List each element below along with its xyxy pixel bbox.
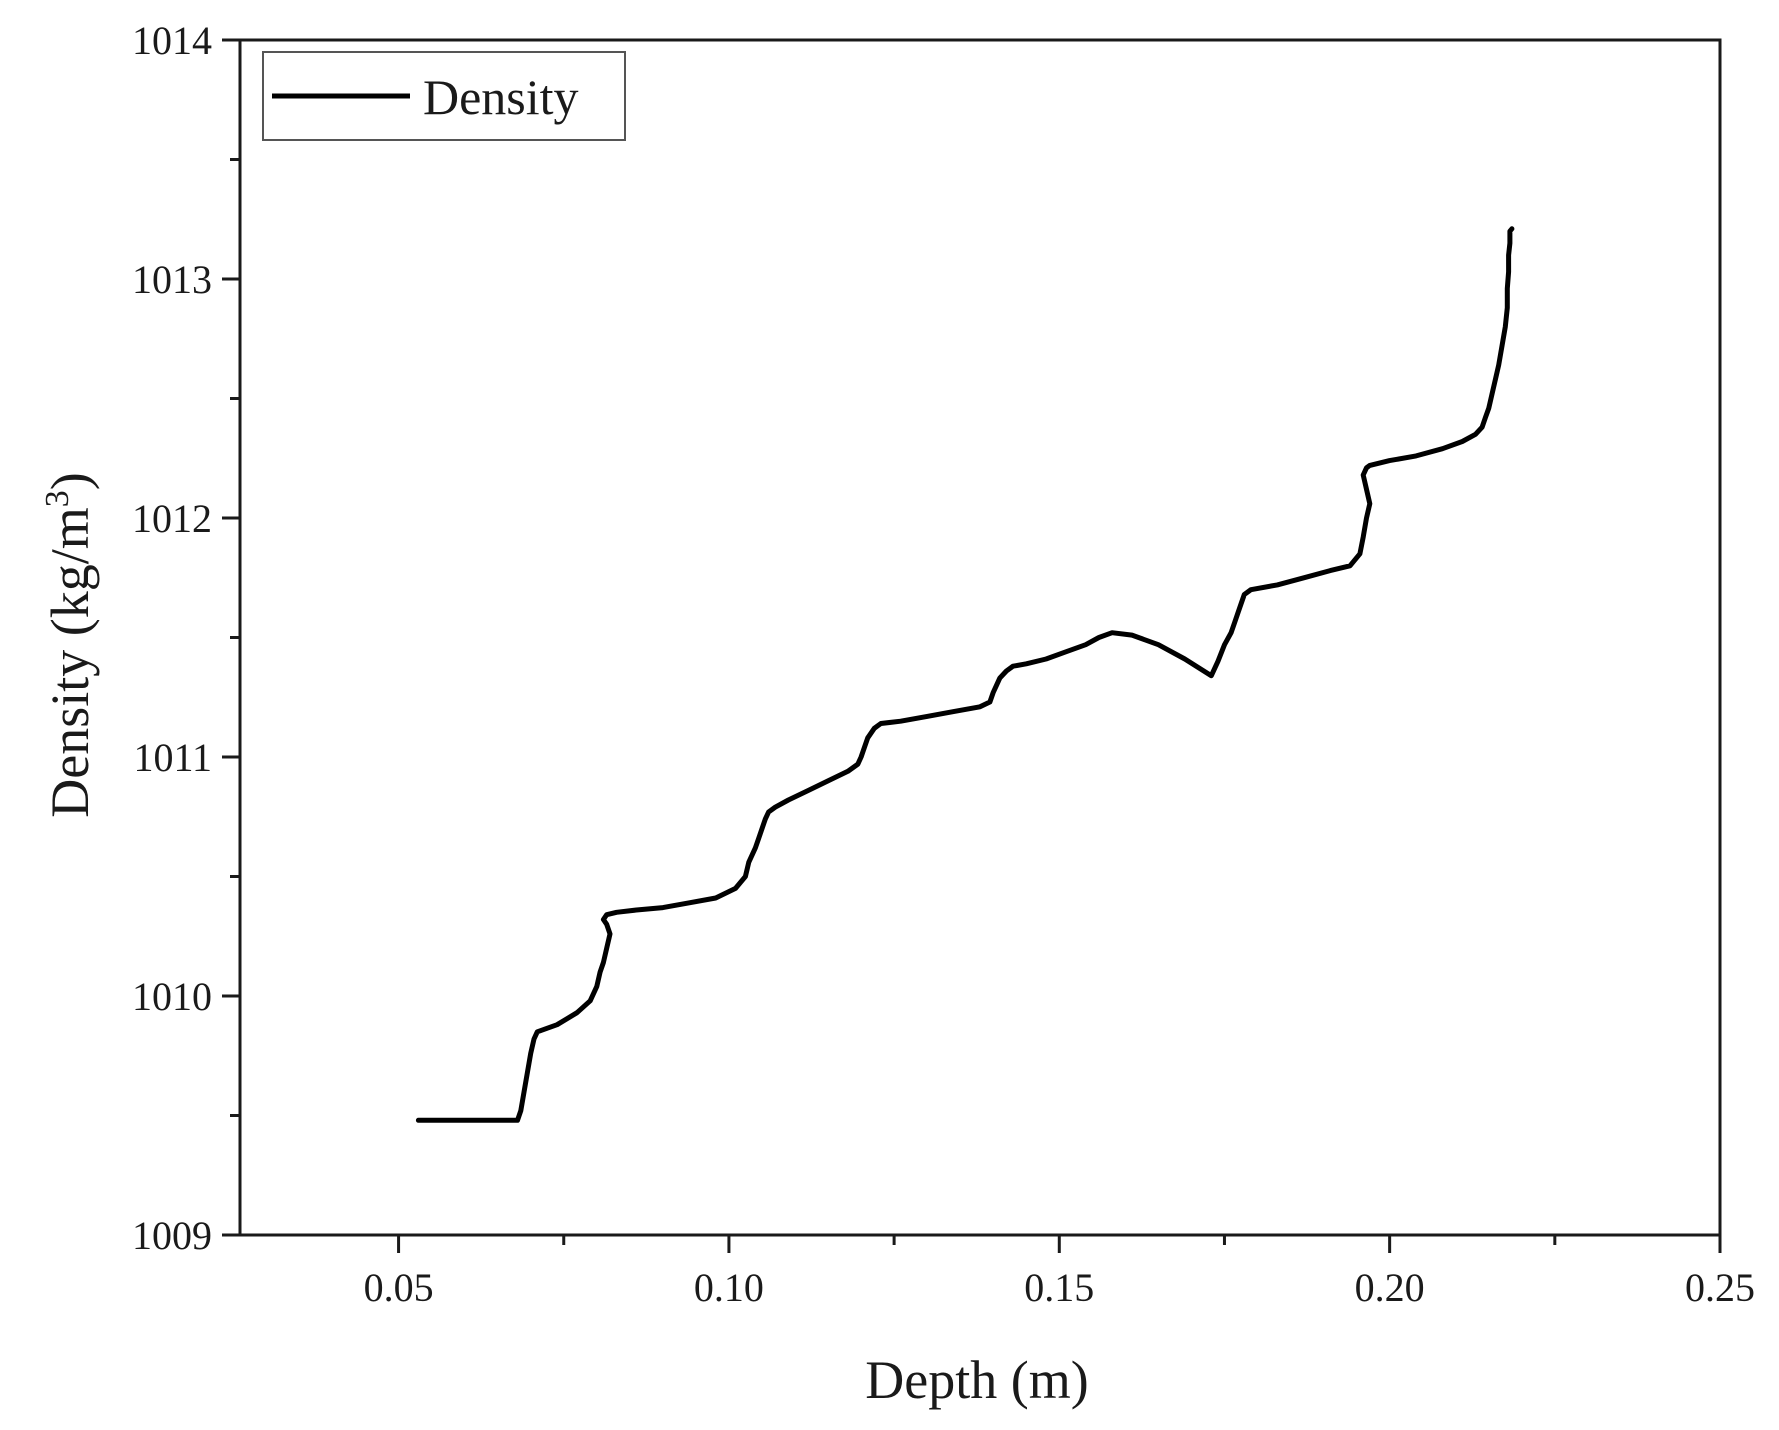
series-layer (415, 226, 1515, 1123)
legend: Density (262, 51, 626, 141)
y-tick-label: 1013 (132, 257, 212, 302)
x-tick-label: 0.05 (364, 1265, 434, 1310)
y-tick-label: 1010 (132, 974, 212, 1019)
x-tick-label: 0.20 (1355, 1265, 1425, 1310)
y-tick-label: 1011 (133, 735, 212, 780)
y-tick-label: 1009 (132, 1213, 212, 1258)
series-line-density (415, 226, 1515, 1123)
y-tick-label: 1012 (132, 496, 212, 541)
y-axis-title-superscript: 3 (39, 490, 76, 507)
x-axis-title: Depth (m) (865, 1350, 1088, 1410)
y-axis-title: Density (kg/m3) (39, 472, 100, 817)
x-tick-label: 0.25 (1685, 1265, 1755, 1310)
y-tick-label: 1014 (132, 18, 212, 63)
plot-area-frame (238, 38, 1722, 1237)
y-axis-title-main: Density (kg/m (40, 507, 100, 817)
x-tick-label: 0.15 (1024, 1265, 1094, 1310)
x-tick-label: 0.10 (694, 1265, 764, 1310)
y-axis-title-suffix: ) (40, 472, 100, 490)
legend-label-density: Density (423, 69, 579, 125)
ticks-layer: 0.05 0.10 0.15 0.20 0.25 1009 1010 1011 1012 1013… (132, 18, 1755, 1310)
